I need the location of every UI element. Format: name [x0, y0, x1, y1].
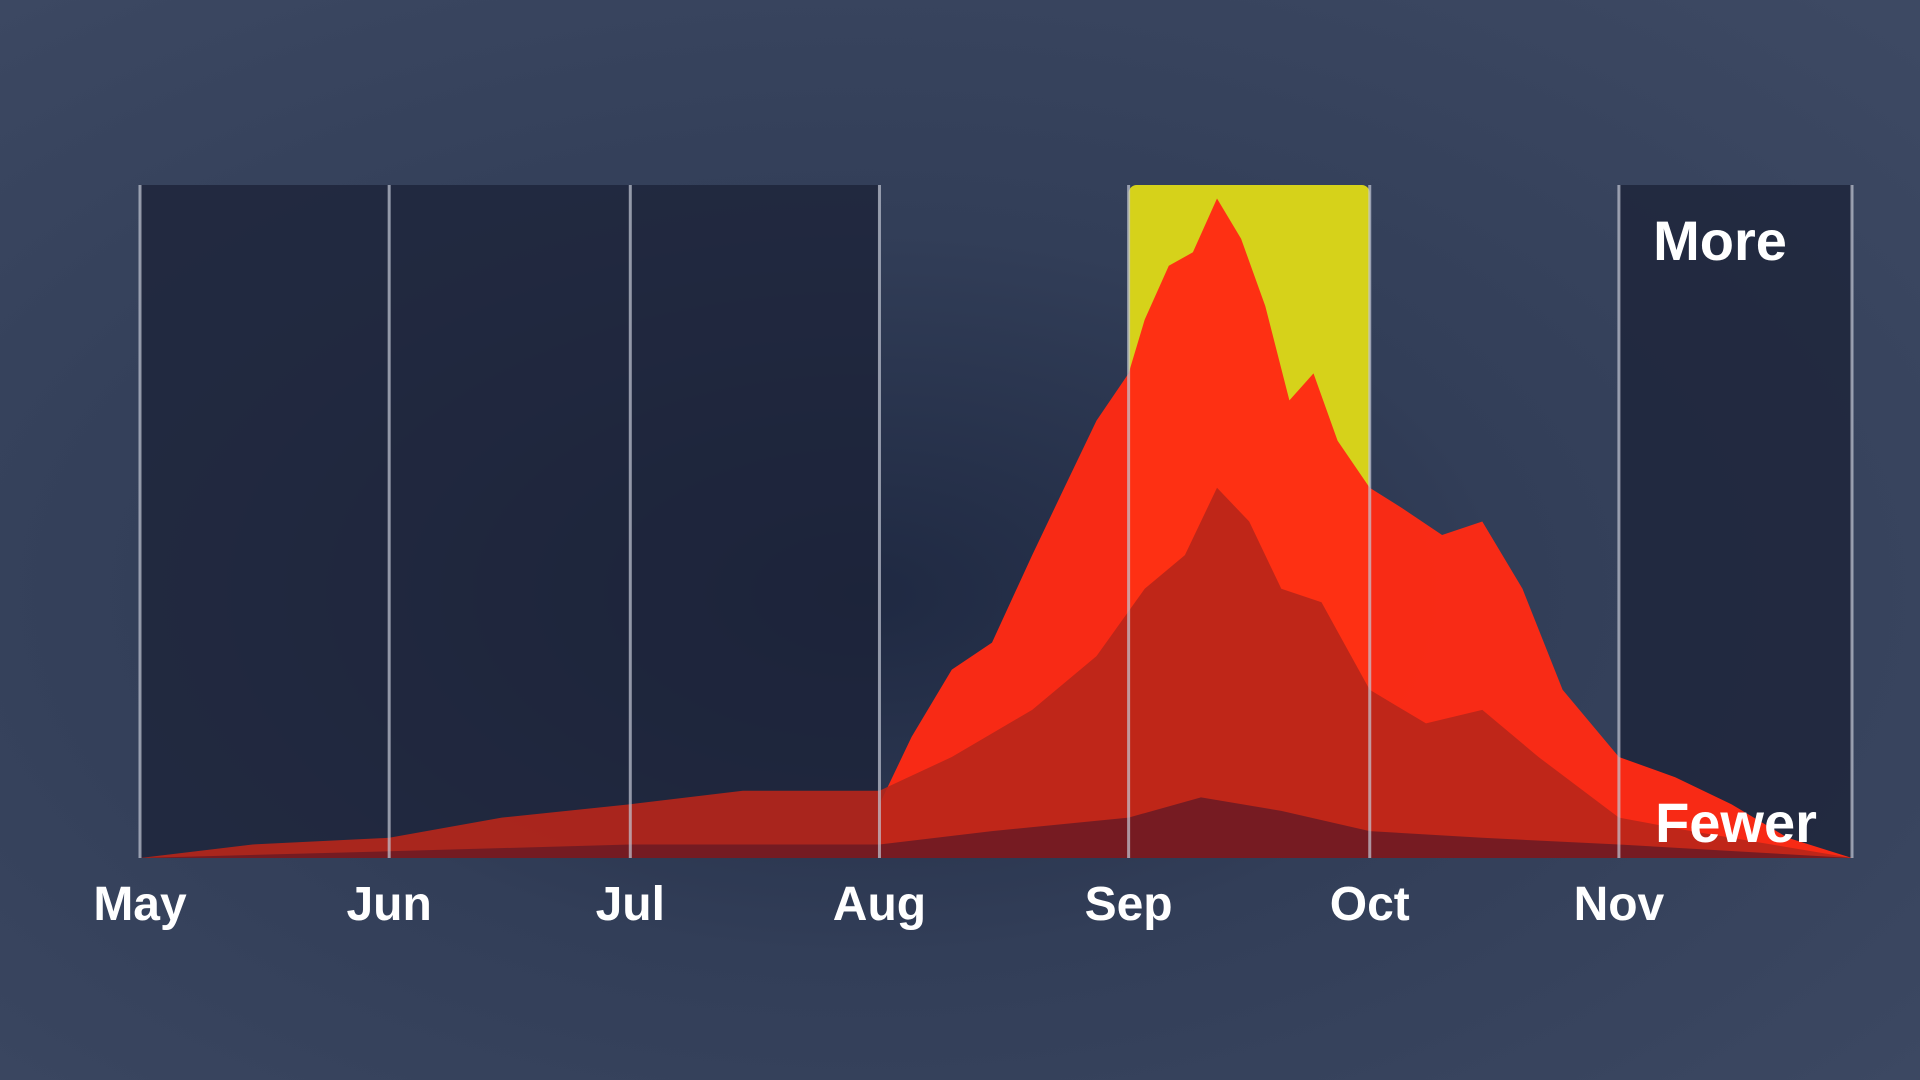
- shaded-month-may: [140, 185, 390, 858]
- y-top-label: More: [1653, 209, 1787, 272]
- shaded-month-nov: [1618, 185, 1852, 858]
- y-bottom-label: Fewer: [1655, 791, 1817, 854]
- x-tick-label-may: May: [93, 878, 187, 931]
- x-tick-label-aug: Aug: [833, 878, 926, 931]
- area-series-2: [140, 487, 1852, 858]
- area-series-3: [140, 797, 1852, 858]
- shaded-month-jun: [389, 185, 631, 858]
- x-tick-label-jul: Jul: [596, 878, 665, 931]
- x-tick-label-jun: Jun: [346, 878, 431, 931]
- x-tick-label-oct: Oct: [1330, 878, 1410, 931]
- shaded-month-jul: [630, 185, 880, 858]
- x-tick-label-nov: Nov: [1574, 878, 1665, 931]
- x-tick-label-sep: Sep: [1085, 878, 1173, 931]
